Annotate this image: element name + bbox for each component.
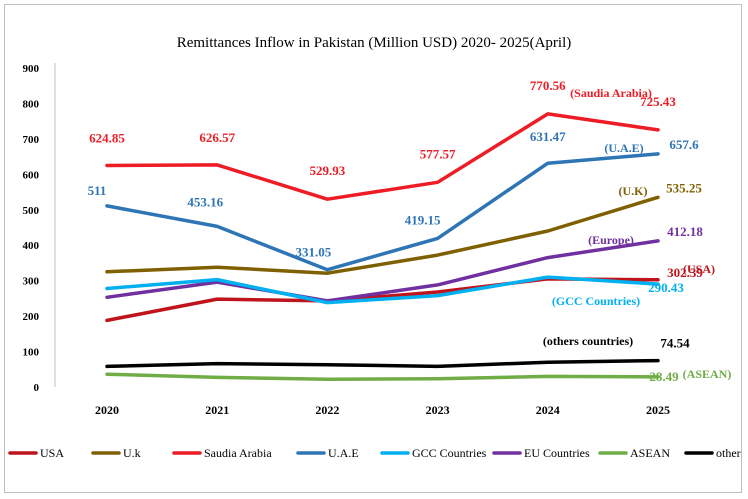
legend-label: USA [40, 446, 64, 460]
x-tick-label: 2023 [426, 403, 450, 417]
data-label: 535.25 [666, 180, 702, 195]
y-tick-label: 0 [34, 382, 40, 394]
annotation: (Europe) [588, 233, 634, 247]
data-label: 302.39 [667, 265, 703, 280]
y-tick-label: 500 [23, 205, 40, 217]
x-tick-label: 2020 [95, 403, 119, 417]
chart-title: Remittances Inflow in Pakistan (Million … [177, 35, 572, 51]
series-line-eu-countries [105, 239, 660, 303]
annotation: (U.A.E) [604, 141, 643, 155]
data-label: 770.56 [530, 78, 566, 93]
legend-label: GCC Countries [412, 446, 487, 460]
annotation: (USA) [683, 262, 715, 276]
legend-label: Saudia Arabia [204, 446, 272, 460]
data-label: 626.57 [199, 130, 235, 145]
chart-frame: Remittances Inflow in Pakistan (Million … [4, 4, 743, 493]
y-tick-label: 900 [23, 63, 40, 75]
y-tick-label: 700 [23, 134, 40, 146]
line-chart: Remittances Inflow in Pakistan (Million … [8, 35, 743, 460]
data-label: 529.93 [310, 163, 346, 178]
y-tick-label: 100 [23, 347, 40, 359]
series-line-saudia-arabia [105, 112, 660, 201]
series-line-other-countries [105, 358, 660, 369]
data-label: 725.43 [640, 94, 676, 109]
annotation: (U.K) [619, 184, 648, 198]
axes: 0 100 200 300 400 500 600 700 800 900 2020 2021 2022… [23, 63, 670, 417]
series-line-asean [105, 372, 660, 381]
annotation: (others countries) [543, 334, 633, 348]
data-label: 624.85 [89, 131, 125, 146]
data-label: 74.54 [660, 336, 690, 351]
legend-label: U.k [123, 446, 141, 460]
data-label: 412.18 [667, 224, 703, 239]
y-tick-label: 600 [23, 169, 40, 181]
legend-label: ASEAN [630, 446, 670, 460]
x-tick-label: 2025 [646, 403, 670, 417]
legend-label: U.A.E [328, 446, 359, 460]
data-label: 511 [88, 183, 107, 198]
data-label: 419.15 [405, 212, 441, 227]
legend: USA U.k Saudia Arabia U.A.E GCC Countries EU … [8, 446, 743, 460]
legend-label: EU Countries [524, 446, 590, 460]
data-label: 577.57 [420, 146, 456, 161]
data-label: 290.43 [648, 280, 684, 295]
series-lines [105, 112, 660, 381]
series-line-u-k [105, 195, 660, 275]
data-labels: 624.85 626.57 529.93 577.57 770.56 725.43 511 4… [88, 78, 704, 384]
x-tick-label: 2022 [315, 403, 339, 417]
y-tick-label: 400 [23, 240, 40, 252]
series-line-gcc-countries [105, 275, 660, 305]
data-label: 331.05 [296, 245, 332, 260]
legend-label: other countries [716, 446, 743, 460]
x-tick-label: 2024 [536, 403, 560, 417]
data-label: 631.47 [530, 129, 566, 144]
annotation: (Saudia Arabia) [570, 86, 652, 100]
data-label: 28.49 [649, 369, 679, 384]
y-tick-label: 800 [23, 98, 40, 110]
x-tick-label: 2021 [205, 403, 229, 417]
annotation: (GCC Countries) [552, 294, 640, 308]
y-tick-label: 300 [23, 276, 40, 288]
data-label: 453.16 [187, 194, 223, 209]
y-tick-label: 200 [23, 311, 40, 323]
annotations: (Saudia Arabia) (U.A.E) (U.K) (Europe) (USA)… [543, 86, 731, 381]
series-line-u-a-e [105, 152, 660, 272]
annotation: (ASEAN) [683, 367, 732, 381]
data-label: 657.6 [669, 137, 699, 152]
